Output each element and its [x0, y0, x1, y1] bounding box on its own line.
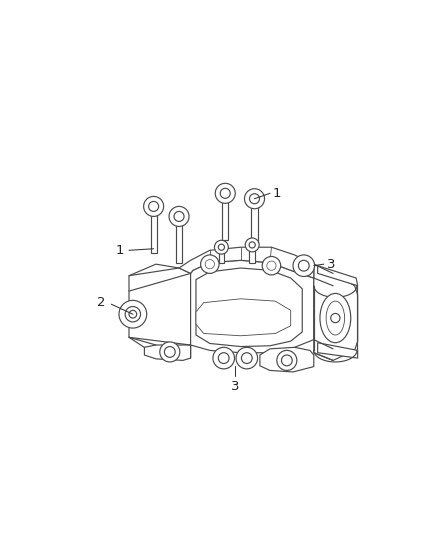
Circle shape: [331, 313, 340, 322]
Polygon shape: [129, 264, 191, 358]
Polygon shape: [318, 265, 358, 286]
Circle shape: [236, 348, 258, 369]
Circle shape: [125, 306, 141, 322]
Circle shape: [218, 244, 225, 251]
Circle shape: [244, 189, 265, 209]
Polygon shape: [196, 299, 291, 336]
Circle shape: [119, 301, 147, 328]
Circle shape: [245, 238, 259, 252]
Circle shape: [201, 255, 219, 273]
Circle shape: [262, 256, 281, 275]
Polygon shape: [179, 247, 314, 278]
Text: 3: 3: [327, 257, 336, 271]
Polygon shape: [314, 264, 358, 360]
Circle shape: [144, 196, 164, 216]
Polygon shape: [318, 343, 358, 358]
Text: 1: 1: [115, 244, 124, 257]
Circle shape: [205, 260, 215, 269]
Ellipse shape: [320, 294, 351, 343]
Text: 1: 1: [273, 187, 282, 200]
Circle shape: [169, 206, 189, 227]
Circle shape: [174, 212, 184, 221]
Circle shape: [282, 355, 292, 366]
Circle shape: [215, 183, 235, 203]
Circle shape: [129, 310, 137, 318]
Polygon shape: [176, 216, 182, 263]
Ellipse shape: [326, 301, 345, 335]
Circle shape: [213, 348, 234, 369]
Polygon shape: [196, 268, 302, 346]
Polygon shape: [219, 247, 224, 263]
Circle shape: [148, 201, 159, 212]
Circle shape: [298, 260, 309, 271]
Circle shape: [220, 188, 230, 198]
Circle shape: [215, 240, 228, 254]
Circle shape: [250, 193, 259, 204]
Text: 3: 3: [231, 379, 240, 393]
Circle shape: [277, 350, 297, 370]
Circle shape: [249, 242, 255, 248]
Text: 2: 2: [97, 296, 106, 309]
Circle shape: [160, 342, 180, 362]
Circle shape: [241, 353, 252, 364]
Circle shape: [267, 261, 276, 270]
Circle shape: [293, 255, 314, 277]
Polygon shape: [151, 206, 157, 253]
Polygon shape: [222, 193, 228, 239]
Polygon shape: [145, 345, 191, 360]
Polygon shape: [260, 348, 314, 372]
Polygon shape: [251, 199, 258, 245]
Polygon shape: [250, 245, 255, 263]
Circle shape: [218, 353, 229, 364]
Polygon shape: [191, 260, 314, 353]
Circle shape: [164, 346, 175, 357]
